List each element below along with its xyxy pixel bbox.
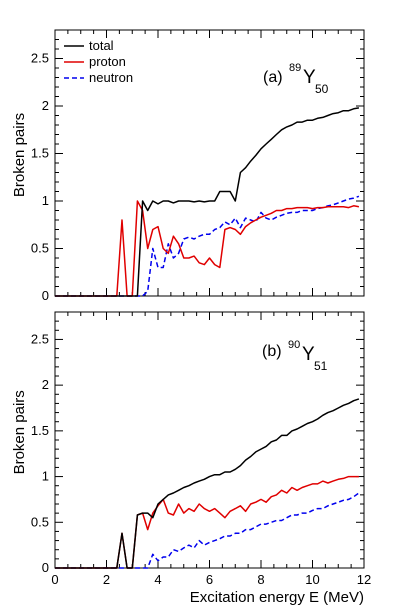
- legend-label-proton: proton: [89, 54, 126, 69]
- y-tick-label: 0: [42, 288, 49, 303]
- panel-b-letter: (b): [262, 343, 282, 360]
- legend: total proton neutron: [64, 38, 133, 85]
- panel-a-plot-area: 0 0.5 1 1.5 2 2.5 Broken pairs: [11, 29, 365, 303]
- y-tick-label: 2: [42, 98, 49, 113]
- panel-a: 0 0.5 1 1.5 2 2.5 Broken pairs total proton ne…: [11, 29, 365, 303]
- panel-a-letter: (a): [263, 69, 283, 86]
- y-tick-label: 2.5: [31, 51, 49, 66]
- x-tick-label: 12: [357, 572, 371, 587]
- series-line-proton: [55, 475, 359, 569]
- x-tick-label: 2: [103, 572, 110, 587]
- panel-a-neutron-number: 50: [315, 82, 329, 96]
- series-line-total: [55, 107, 360, 297]
- y-axis-title: Broken pairs: [11, 113, 28, 197]
- panel-b-element: Y: [302, 344, 315, 365]
- y-tick-label: 0: [42, 560, 49, 575]
- x-tick-label: 8: [257, 572, 264, 587]
- y-axis-title: Broken pairs: [11, 390, 28, 474]
- series-line-neutron: [55, 492, 360, 569]
- x-tick-label: 10: [305, 572, 319, 587]
- y-tick-label: 0.5: [31, 241, 49, 256]
- series-line-neutron: [55, 195, 360, 297]
- panel-b-label: (b) 90 Y 51: [262, 339, 328, 373]
- x-tick-label: 6: [206, 572, 213, 587]
- y-tick-label: 0.5: [31, 514, 49, 529]
- series-line-proton: [55, 200, 360, 297]
- y-tick-label: 1: [42, 193, 49, 208]
- y-tick-label: 1.5: [31, 146, 49, 161]
- panel-a-mass-number: 89: [289, 62, 301, 74]
- legend-label-neutron: neutron: [89, 70, 133, 85]
- x-tick-label: 0: [51, 572, 58, 587]
- panel-a-label: (a) 89 Y 50: [263, 62, 329, 96]
- panel-a-element: Y: [303, 67, 316, 88]
- panel-b-mass-number: 90: [288, 339, 300, 351]
- y-tick-label: 1.5: [31, 423, 49, 438]
- panel-b-neutron-number: 51: [314, 359, 328, 373]
- x-axis-title: Excitation energy E (MeV): [190, 589, 364, 605]
- y-tick-label: 2.5: [31, 331, 49, 346]
- legend-label-total: total: [89, 38, 114, 53]
- x-tick-label: 4: [154, 572, 161, 587]
- panel-b-frame: [54, 311, 365, 569]
- panel-b: 0 0.5 1 1.5 2 2.5 0 2 4 6 8 10 12 Excitation energy E…: [11, 311, 371, 605]
- panel-b-plot-area: 0 0.5 1 1.5 2 2.5 0 2 4 6 8 10 12 Excitation energy E…: [11, 311, 371, 605]
- series-line-total: [55, 398, 360, 569]
- y-tick-label: 1: [42, 469, 49, 484]
- y-tick-label: 2: [42, 377, 49, 392]
